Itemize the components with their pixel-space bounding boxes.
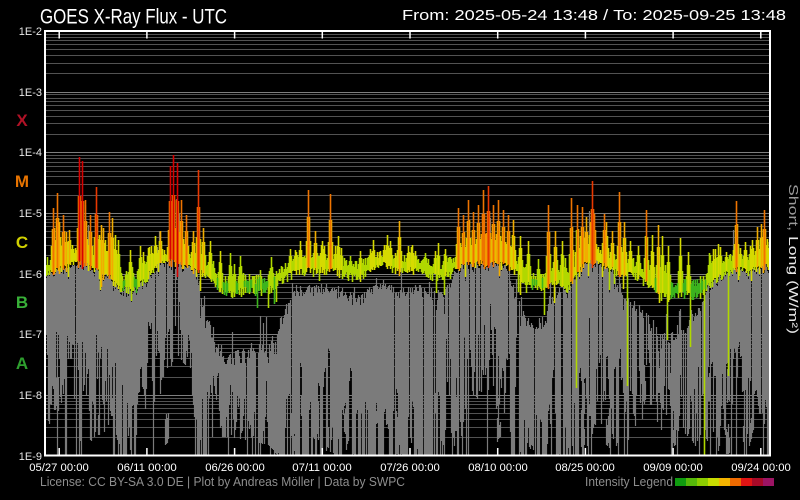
svg-text:09/09 00:00: 09/09 00:00 [643,462,703,474]
svg-text:Intensity Legend: Intensity Legend [585,475,673,489]
svg-text:C: C [16,233,28,252]
svg-text:GOES X-Ray Flux - UTC: GOES X-Ray Flux - UTC [40,6,227,29]
svg-text:09/24 00:00: 09/24 00:00 [731,462,791,474]
svg-text:06/11 00:00: 06/11 00:00 [117,462,177,474]
svg-text:1E-7: 1E-7 [19,329,42,341]
svg-text:08/25 00:00: 08/25 00:00 [555,462,615,474]
svg-text:1E-2: 1E-2 [19,26,42,38]
svg-text:1E-8: 1E-8 [19,390,42,402]
svg-text:06/26 00:00: 06/26 00:00 [205,462,265,474]
svg-text:License: CC BY-SA 3.0 DE | Plo: License: CC BY-SA 3.0 DE | Plot by Andre… [40,475,405,489]
svg-text:M: M [15,172,29,191]
svg-text:A: A [16,354,28,373]
svg-text:07/26 00:00: 07/26 00:00 [380,462,440,474]
svg-text:07/11 00:00: 07/11 00:00 [292,462,352,474]
svg-text:1E-6: 1E-6 [19,269,42,281]
svg-text:1E-5: 1E-5 [19,208,42,220]
svg-text:From: 2025-05-24 13:48 / To: 2: From: 2025-05-24 13:48 / To: 2025-09-25 … [402,7,786,24]
svg-text:1E-9: 1E-9 [19,451,42,463]
svg-text:08/10 00:00: 08/10 00:00 [468,462,528,474]
svg-text:05/27 00:00: 05/27 00:00 [29,462,89,474]
svg-text:1E-3: 1E-3 [19,87,42,99]
svg-text:X: X [16,111,28,130]
svg-text:B: B [16,293,28,312]
svg-text:Short, Long (W/m²): Short, Long (W/m²) [786,184,800,334]
svg-text:1E-4: 1E-4 [19,147,42,159]
